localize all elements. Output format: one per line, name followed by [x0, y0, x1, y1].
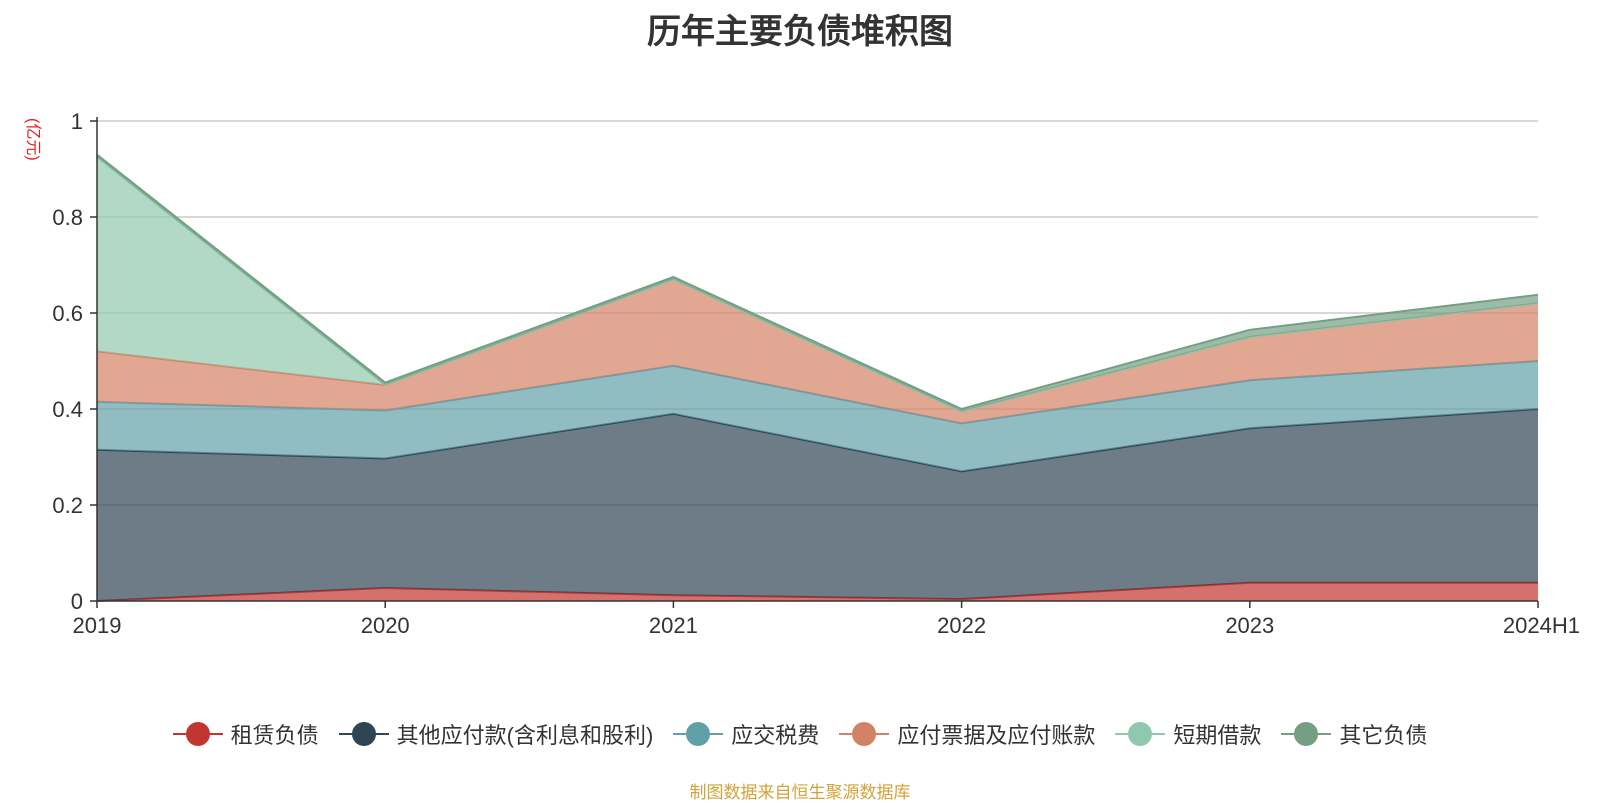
y-tick-label: 0.6: [52, 301, 83, 326]
y-axis-unit-label: (亿元): [24, 118, 41, 161]
legend-item-1[interactable]: 其他应付款(含利息和股利): [338, 718, 654, 750]
legend-item-3[interactable]: 应付票据及应付账款: [839, 718, 1095, 750]
legend-marker: [673, 722, 724, 746]
series-line-5: [96, 153, 1539, 411]
area-series-3: [97, 279, 1538, 424]
legend-item-2[interactable]: 应交税费: [673, 718, 819, 750]
x-tick-label: 2022: [937, 613, 986, 638]
legend-marker: [839, 722, 890, 746]
axes: [90, 117, 1539, 608]
area-series-1: [97, 409, 1538, 601]
legend-marker: [1281, 722, 1332, 746]
area-series: [96, 153, 1539, 602]
tick-labels: 0 0.2 0.4 0.6 0.8 1 2019 2020 2021 2022 2023 2024H1: [52, 109, 1580, 638]
legend: 租赁负债 其他应付款(含利息和股利) 应交税费 应付票据及应付账款 短期借款 其它负债: [0, 718, 1600, 750]
legend-item-4[interactable]: 短期借款: [1115, 718, 1261, 750]
legend-label: 其他应付款(含利息和股利): [396, 723, 654, 748]
x-tick-label: 2024H1: [1503, 613, 1580, 638]
legend-marker: [338, 722, 389, 746]
legend-marker: [1115, 722, 1166, 746]
x-tick-label: 2019: [73, 613, 122, 638]
legend-label: 租赁负债: [230, 723, 319, 748]
legend-label: 应交税费: [731, 723, 820, 748]
y-tick-label: 0.4: [52, 397, 83, 422]
legend-item-0[interactable]: 租赁负债: [172, 718, 319, 750]
legend-label: 其它负债: [1339, 723, 1428, 748]
chart-title: 历年主要负债堆积图: [647, 13, 953, 51]
y-tick-label: 0.8: [52, 205, 83, 230]
x-tick-label: 2023: [1225, 613, 1274, 638]
y-axis-unit: (亿元): [21, 118, 51, 172]
x-tick-label: 2021: [649, 613, 698, 638]
y-tick-label: 0: [71, 589, 83, 614]
data-source-note: 制图数据来自恒生聚源数据库: [689, 783, 911, 802]
area-series-2: [97, 361, 1538, 472]
legend-marker: [172, 722, 223, 746]
x-tick-label: 2020: [361, 613, 410, 638]
y-tick-label: 1: [71, 109, 83, 134]
legend-label: 应付票据及应付账款: [897, 723, 1096, 748]
y-tick-label: 0.2: [52, 493, 83, 518]
legend-item-5[interactable]: 其它负债: [1281, 718, 1427, 750]
legend-label: 短期借款: [1173, 723, 1262, 748]
